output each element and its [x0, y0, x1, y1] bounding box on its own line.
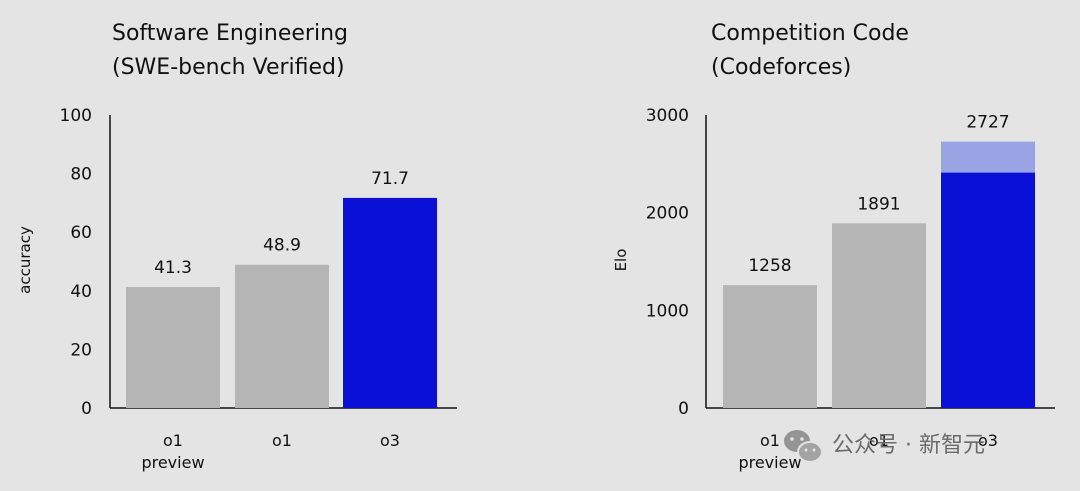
y-tick-label: 1000 — [646, 301, 689, 321]
wechat-icon — [784, 430, 823, 463]
watermark-text: 公众号 · 新智元 — [832, 433, 985, 458]
bar — [126, 286, 220, 408]
bar-overlay-segment — [941, 141, 1035, 173]
y-axis-label: accuracy — [16, 226, 34, 294]
chart-title-line: Competition Code — [711, 21, 909, 46]
bar — [941, 172, 1035, 408]
x-category-label: o1 — [869, 431, 889, 450]
x-category-label: o3 — [380, 431, 400, 450]
y-tick-label: 3000 — [646, 106, 689, 126]
bar-value-label: 71.7 — [371, 169, 409, 189]
y-tick-label: 20 — [70, 340, 92, 360]
x-category-label: preview — [738, 453, 801, 472]
y-tick-label: 100 — [60, 106, 92, 126]
chart-subtitle-line: (Codeforces) — [711, 55, 851, 80]
bar-value-label: 48.9 — [263, 236, 301, 256]
bar-value-label: 2727 — [966, 113, 1009, 133]
bar-value-label: 1258 — [748, 256, 791, 276]
bar — [723, 285, 817, 408]
y-tick-label: 40 — [70, 282, 92, 302]
y-tick-label: 60 — [70, 223, 92, 243]
x-category-label: o1 — [760, 431, 780, 450]
chart-title-line: Software Engineering — [112, 21, 348, 46]
y-tick-label: 0 — [678, 399, 689, 419]
y-tick-label: 80 — [70, 165, 92, 185]
y-tick-label: 2000 — [646, 204, 689, 224]
y-tick-label: 0 — [81, 399, 92, 419]
bar — [235, 264, 329, 408]
bar — [832, 223, 926, 408]
bar-value-label: 1891 — [857, 194, 900, 214]
y-axis-label: Elo — [612, 249, 630, 272]
x-category-label: o1 — [272, 431, 292, 450]
bar-value-label: 41.3 — [154, 258, 192, 278]
bar — [343, 197, 437, 408]
chart-subtitle-line: (SWE-bench Verified) — [112, 55, 345, 80]
x-category-label: preview — [141, 453, 204, 472]
x-category-label: o3 — [978, 431, 998, 450]
x-category-label: o1 — [163, 431, 183, 450]
